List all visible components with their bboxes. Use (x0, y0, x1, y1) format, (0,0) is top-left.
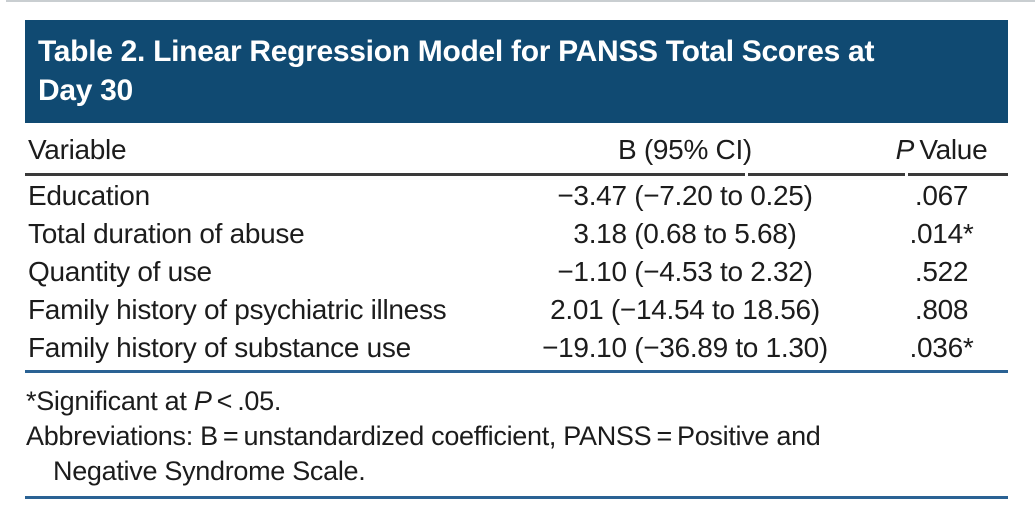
variable-cell: Quantity of use (28, 255, 212, 287)
top-hairline (6, 0, 1035, 2)
abbreviations-footnote-line1: Abbreviations: B = unstandardized coeffi… (26, 420, 821, 451)
significance-footnote-pre: *Significant at (26, 385, 194, 416)
p-value-cell: .808 (914, 293, 969, 325)
table-title-line2: Day 30 (38, 74, 133, 107)
header-rule (25, 173, 1008, 176)
b-ci-cell: −1.10 (−4.53 to 2.32) (557, 255, 813, 287)
table-figure: Table 2. Linear Regression Model for PAN… (25, 20, 1008, 499)
column-header-b-ci: B (95% CI) (618, 134, 752, 165)
table-body: Education −3.47 (−7.20 to 0.25) .067 Tot… (25, 176, 1008, 367)
variable-cell: Family history of psychiatric illness (28, 293, 447, 325)
variable-cell: Education (28, 179, 150, 211)
b-ci-cell: 2.01 (−14.54 to 18.56) (550, 293, 820, 325)
p-value-cell: .014* (909, 217, 974, 249)
table-row: Family history of substance use −19.10 (… (25, 329, 1008, 367)
b-ci-cell: −3.47 (−7.20 to 0.25) (557, 179, 813, 211)
table-title-line1: Table 2. Linear Regression Model for PAN… (38, 35, 875, 68)
variable-cell: Family history of substance use (28, 331, 411, 363)
significance-footnote-post: < .05. (211, 385, 282, 416)
column-header-row: Variable B (95% CI) P Value (25, 123, 1008, 173)
table-row: Education −3.47 (−7.20 to 0.25) .067 (25, 177, 1008, 215)
p-value-cell: .036* (909, 331, 974, 363)
b-ci-cell: −19.10 (−36.89 to 1.30) (542, 331, 828, 363)
p-italic-label: P (895, 134, 915, 165)
variable-cell: Total duration of abuse (28, 217, 305, 249)
table-row: Quantity of use −1.10 (−4.53 to 2.32) .5… (25, 253, 1008, 291)
table-title-bar: Table 2. Linear Regression Model for PAN… (25, 20, 1008, 123)
significance-footnote: *Significant at P < .05. (26, 384, 1008, 419)
column-header-variable: Variable (28, 134, 127, 165)
table-footnotes: *Significant at P < .05. Abbreviations: … (25, 373, 1008, 489)
header-rule-gap (905, 173, 908, 176)
header-rule-gap (745, 173, 748, 176)
figure-bottom-rule (25, 495, 1008, 499)
abbreviations-footnote-line2: Negative Syndrome Scale. (53, 455, 366, 486)
p-value-rest-label: Value (914, 134, 988, 165)
significance-footnote-p-italic: P (193, 385, 212, 416)
b-ci-cell: 3.18 (0.68 to 5.68) (573, 217, 797, 249)
table-bottom-rule (25, 369, 1008, 373)
column-header-p-value: P Value (853, 133, 1008, 167)
p-value-cell: .067 (914, 179, 969, 211)
table-row: Family history of psychiatric illness 2.… (25, 291, 1008, 329)
table-row: Total duration of abuse 3.18 (0.68 to 5.… (25, 215, 1008, 253)
p-value-cell: .522 (914, 255, 969, 287)
